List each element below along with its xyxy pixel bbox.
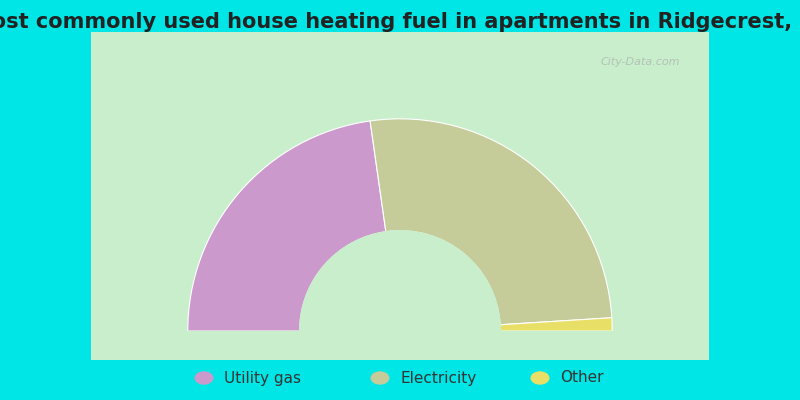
Text: Electricity: Electricity	[400, 370, 476, 386]
Wedge shape	[370, 119, 612, 325]
Text: Other: Other	[560, 370, 603, 386]
Wedge shape	[188, 121, 386, 331]
Bar	[91, 331, 709, 360]
Text: City-Data.com: City-Data.com	[600, 57, 680, 67]
Text: Most commonly used house heating fuel in apartments in Ridgecrest, LA: Most commonly used house heating fuel in…	[0, 12, 800, 32]
Circle shape	[300, 231, 500, 400]
Text: Utility gas: Utility gas	[224, 370, 301, 386]
Wedge shape	[500, 318, 612, 331]
